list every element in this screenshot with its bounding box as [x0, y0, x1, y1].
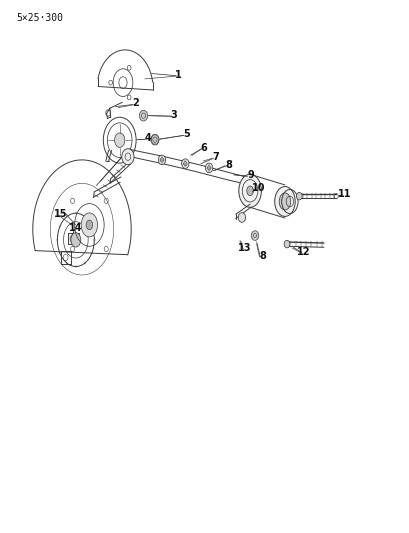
Ellipse shape [274, 187, 294, 216]
Ellipse shape [238, 174, 261, 207]
Circle shape [181, 159, 189, 168]
Text: 8: 8 [258, 251, 265, 261]
Text: 5: 5 [183, 130, 189, 139]
Text: 12: 12 [296, 247, 309, 256]
Ellipse shape [246, 186, 253, 196]
Ellipse shape [71, 233, 81, 247]
Polygon shape [67, 233, 79, 244]
Circle shape [205, 163, 212, 173]
Text: 5×25·300: 5×25·300 [16, 13, 63, 23]
Circle shape [283, 240, 289, 248]
Text: 10: 10 [251, 183, 264, 192]
Circle shape [151, 134, 159, 145]
Text: 8: 8 [225, 160, 231, 169]
Ellipse shape [279, 193, 290, 210]
Text: 7: 7 [212, 152, 218, 162]
Circle shape [296, 192, 301, 200]
Text: 1: 1 [175, 70, 181, 79]
Text: 13: 13 [238, 243, 251, 253]
Circle shape [238, 213, 245, 222]
Text: 11: 11 [337, 189, 350, 199]
Text: 9: 9 [247, 170, 254, 180]
Circle shape [158, 155, 165, 165]
Text: 4: 4 [144, 133, 151, 142]
Circle shape [121, 149, 134, 165]
Text: 2: 2 [132, 99, 138, 108]
Circle shape [139, 110, 147, 121]
Circle shape [251, 231, 258, 240]
Ellipse shape [86, 220, 92, 230]
Text: 14: 14 [69, 223, 82, 233]
Ellipse shape [114, 133, 124, 147]
Text: 3: 3 [171, 110, 177, 120]
Text: 15: 15 [54, 209, 67, 219]
Text: 6: 6 [200, 143, 207, 152]
Ellipse shape [81, 213, 97, 237]
